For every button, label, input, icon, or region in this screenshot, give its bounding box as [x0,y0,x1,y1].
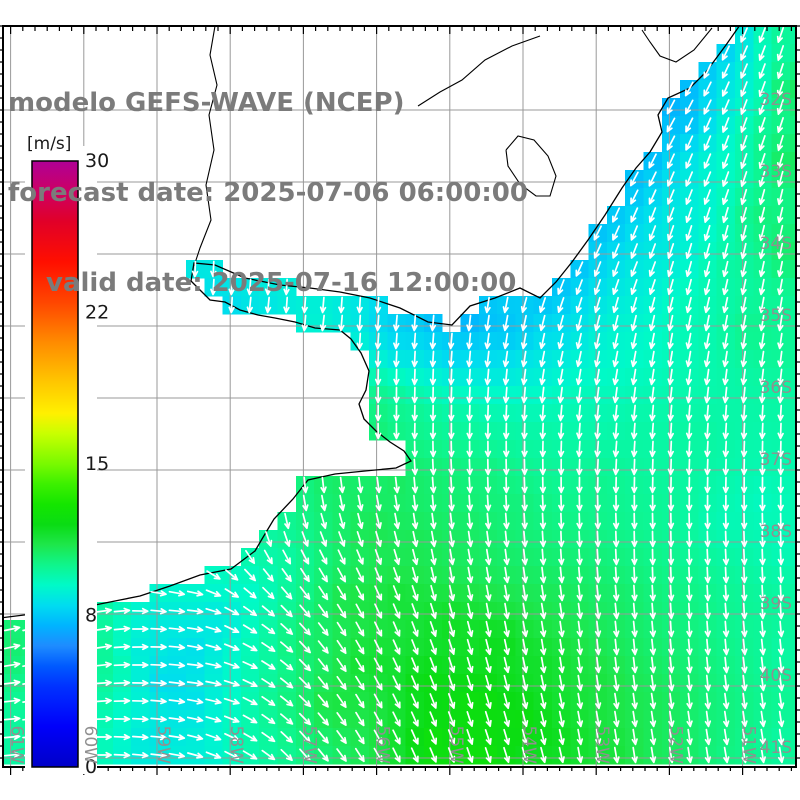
wind-speed-cells-layer [3,26,796,765]
colorbar-tick-label: 30 [85,150,109,172]
longitude-tick-label: 59W [153,726,173,765]
colorbar-unit-label: [m/s] [27,134,71,154]
latitude-tick-label: 34S [760,234,792,254]
lagoon-path [505,135,557,197]
lagoon-path [641,27,713,63]
colorbar: 30 22 15 8 0 [m/s] [25,134,109,778]
river-path [417,35,541,107]
longitude-tick-label: 58W [226,726,246,765]
longitude-tick-label: 57W [299,726,319,765]
river-path [193,26,218,267]
longitude-tick-label: 51W [739,726,759,765]
latitude-tick-label: 40S [760,666,792,686]
longitude-tick-label: 53W [592,726,612,765]
colorbar-tick-label: 0 [85,756,97,778]
latitude-tick-label: 41S [760,738,792,758]
longitude-tick-label: 54W [519,726,539,765]
latitude-tick-label: 39S [760,594,792,614]
latitude-tick-label: 36S [760,378,792,398]
colorbar-tick-label: 15 [85,453,109,475]
longitude-tick-label: 56W [373,726,393,765]
latitude-tick-label: 35S [760,306,792,326]
latitude-tick-label: 37S [760,450,792,470]
plot-border [2,25,797,768]
wind-arrows-layer [3,27,796,764]
longitude-labels: 61W 60W 59W 58W 57W 56W 55W 54W 53W 52W 51W [7,726,759,765]
longitude-tick-label: 55W [446,726,466,765]
colorbar-tick-label: 8 [85,605,97,627]
coastline-path [3,26,741,619]
longitude-tick-label: 60W [80,726,100,765]
latitude-labels: 32S 33S 34S 35S 36S 37S 38S 39S 40S 41S [760,90,792,758]
longitude-tick-label: 61W [7,726,27,765]
axis-tick-marks [0,25,800,775]
latitude-tick-label: 33S [760,162,792,182]
latitude-tick-label: 38S [760,522,792,542]
latitude-tick-label: 32S [760,90,792,110]
colorbar-tick-label: 22 [85,302,109,324]
wind-direction-arrows [3,27,796,764]
geography-layer [3,26,741,619]
longitude-tick-label: 52W [665,726,685,765]
colorbar-gradient-bar [31,160,79,768]
